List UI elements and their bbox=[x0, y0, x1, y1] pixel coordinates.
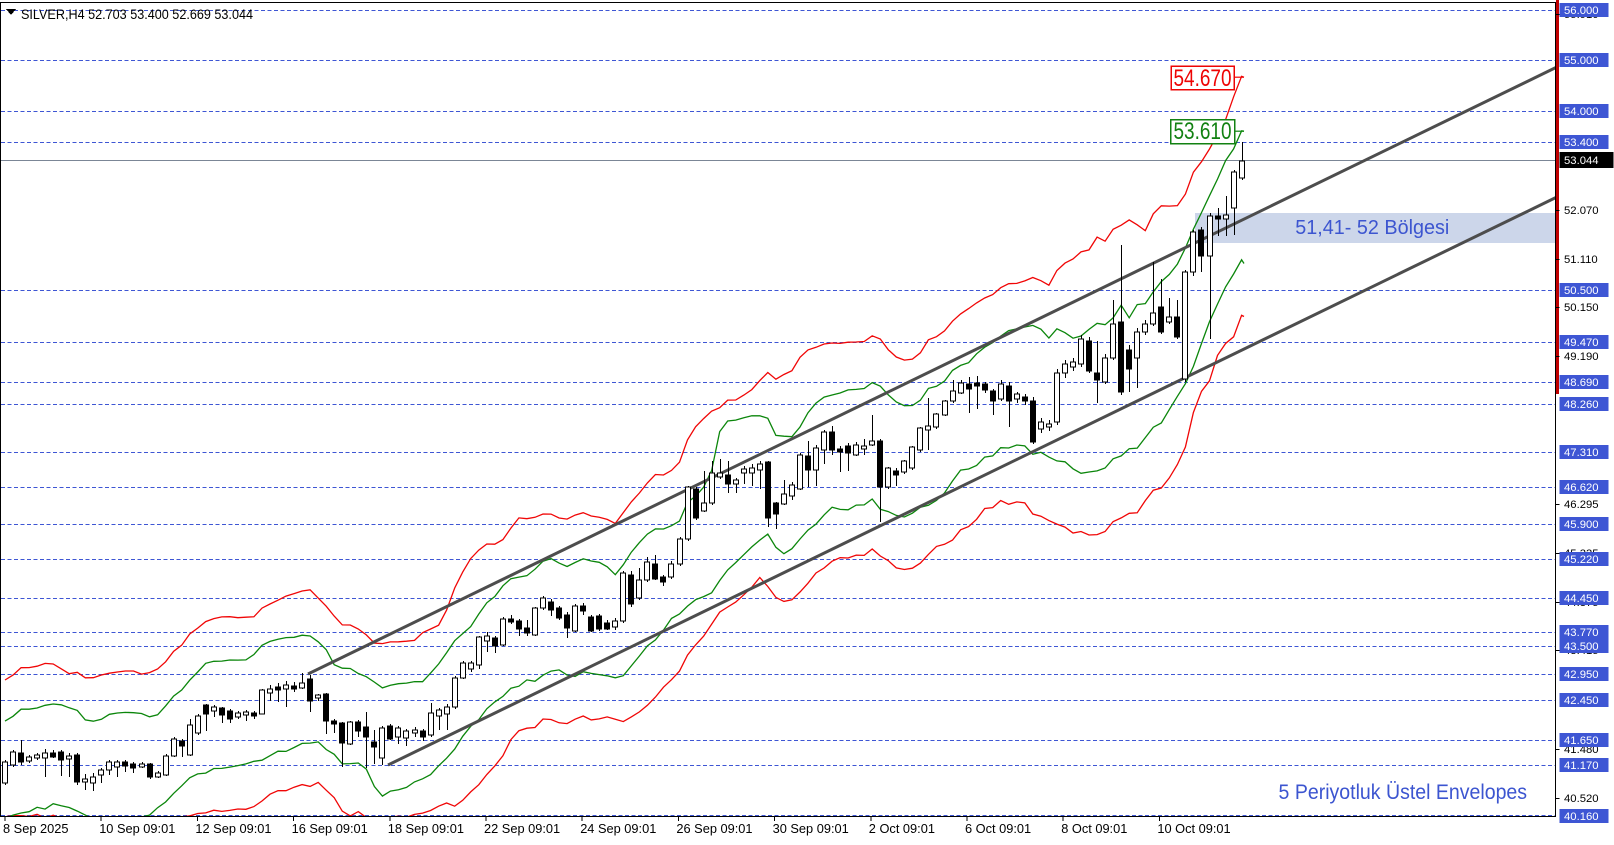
svg-text:12 Sep 09:01: 12 Sep 09:01 bbox=[195, 821, 271, 836]
svg-text:56.000: 56.000 bbox=[1564, 5, 1599, 17]
svg-text:2 Oct 09:01: 2 Oct 09:01 bbox=[869, 821, 935, 836]
svg-text:53.610: 53.610 bbox=[1174, 118, 1232, 145]
svg-text:8 Sep 2025: 8 Sep 2025 bbox=[3, 821, 68, 836]
svg-text:53.044: 53.044 bbox=[1564, 155, 1599, 167]
svg-text:42.950: 42.950 bbox=[1564, 669, 1599, 681]
svg-text:46.620: 46.620 bbox=[1564, 482, 1599, 494]
svg-text:51,41- 52 Bölgesi: 51,41- 52 Bölgesi bbox=[1295, 217, 1449, 239]
svg-text:49.190: 49.190 bbox=[1564, 351, 1599, 363]
svg-text:54.670: 54.670 bbox=[1174, 65, 1232, 92]
svg-text:10 Sep 09:01: 10 Sep 09:01 bbox=[99, 821, 175, 836]
svg-text:53.400: 53.400 bbox=[1564, 137, 1599, 149]
svg-text:52.070: 52.070 bbox=[1564, 205, 1599, 217]
svg-text:50.500: 50.500 bbox=[1564, 285, 1599, 297]
svg-text:18 Sep 09:01: 18 Sep 09:01 bbox=[388, 821, 464, 836]
svg-text:24 Sep 09:01: 24 Sep 09:01 bbox=[580, 821, 656, 836]
svg-text:40.160: 40.160 bbox=[1564, 811, 1599, 823]
svg-text:43.770: 43.770 bbox=[1564, 627, 1599, 639]
svg-text:41.650: 41.650 bbox=[1564, 735, 1599, 747]
svg-text:45.220: 45.220 bbox=[1564, 554, 1599, 566]
svg-text:41.170: 41.170 bbox=[1564, 760, 1599, 772]
svg-text:8 Oct 09:01: 8 Oct 09:01 bbox=[1061, 821, 1127, 836]
svg-text:54.000: 54.000 bbox=[1564, 106, 1599, 118]
svg-text:5 Periyotluk Üstel Envelopes: 5 Periyotluk Üstel Envelopes bbox=[1279, 780, 1528, 804]
svg-text:55.000: 55.000 bbox=[1564, 55, 1599, 67]
svg-text:10 Oct 09:01: 10 Oct 09:01 bbox=[1157, 821, 1230, 836]
svg-text:22 Sep 09:01: 22 Sep 09:01 bbox=[484, 821, 560, 836]
svg-text:6 Oct 09:01: 6 Oct 09:01 bbox=[965, 821, 1031, 836]
svg-text:48.690: 48.690 bbox=[1564, 377, 1599, 389]
svg-text:51.110: 51.110 bbox=[1564, 254, 1598, 266]
svg-text:42.450: 42.450 bbox=[1564, 695, 1599, 707]
svg-text:48.260: 48.260 bbox=[1564, 399, 1599, 411]
svg-text:50.150: 50.150 bbox=[1564, 302, 1599, 314]
svg-text:47.310: 47.310 bbox=[1564, 447, 1599, 459]
svg-text:16 Sep 09:01: 16 Sep 09:01 bbox=[292, 821, 368, 836]
svg-text:SILVER,H4 52.703 53.400 52.66: SILVER,H4 52.703 53.400 52.669 53.044 bbox=[21, 7, 253, 22]
svg-text:45.900: 45.900 bbox=[1564, 519, 1599, 531]
svg-text:43.500: 43.500 bbox=[1564, 641, 1599, 653]
svg-text:44.450: 44.450 bbox=[1564, 593, 1599, 605]
svg-text:49.470: 49.470 bbox=[1564, 337, 1599, 349]
svg-text:40.520: 40.520 bbox=[1564, 793, 1599, 805]
svg-text:46.295: 46.295 bbox=[1564, 499, 1599, 511]
svg-text:30 Sep 09:01: 30 Sep 09:01 bbox=[773, 821, 849, 836]
svg-text:26 Sep 09:01: 26 Sep 09:01 bbox=[676, 821, 752, 836]
